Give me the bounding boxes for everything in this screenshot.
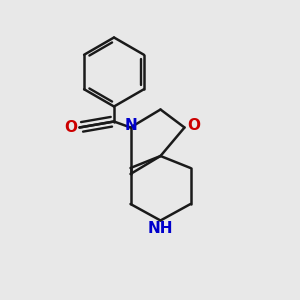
Text: O: O: [187, 118, 200, 134]
Text: N: N: [124, 118, 137, 133]
Text: NH: NH: [148, 221, 173, 236]
Text: O: O: [64, 120, 77, 135]
